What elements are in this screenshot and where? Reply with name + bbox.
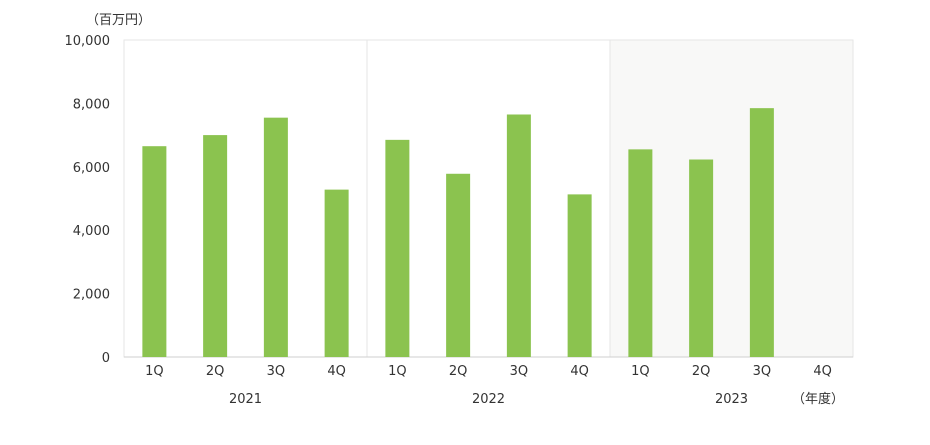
category-label-2021-2Q: 2Q [206, 364, 225, 379]
category-label-2022-2Q: 2Q [449, 364, 468, 379]
y-tick-label: 6,000 [73, 161, 110, 176]
bar-2021-3Q [263, 117, 288, 357]
year-label-2022: 2022 [472, 392, 505, 407]
y-axis-unit-label: （百万円） [86, 13, 151, 28]
bar-2022-4Q [567, 194, 592, 357]
bar-2021-4Q [324, 189, 349, 357]
category-label-2022-3Q: 3Q [510, 364, 529, 379]
bar-2022-2Q [446, 173, 471, 357]
y-tick-label: 2,000 [73, 288, 110, 303]
bar-2023-2Q [689, 159, 714, 357]
chart-bar-layer [142, 108, 774, 358]
category-label-2023-2Q: 2Q [692, 364, 711, 379]
category-label-2022-1Q: 1Q [388, 364, 407, 379]
bar-2023-1Q [628, 149, 653, 357]
year-label-2023: 2023 [715, 392, 748, 407]
category-label-2023-3Q: 3Q [753, 364, 772, 379]
bar-2021-2Q [203, 135, 228, 357]
y-tick-label: 0 [102, 351, 110, 366]
y-tick-label: 10,000 [65, 34, 111, 49]
bar-2023-3Q [749, 108, 774, 357]
category-label-2022-4Q: 4Q [570, 364, 589, 379]
y-tick-label: 8,000 [73, 97, 110, 112]
category-label-2023-1Q: 1Q [631, 364, 650, 379]
chart-label-layer: 0 2,000 4,000 6,000 8,000 10,000 （百万円） 1Q 2Q 3Q 4Q… [65, 13, 845, 407]
category-label-2021-3Q: 3Q [267, 364, 286, 379]
x-axis-unit-label: （年度） [792, 391, 844, 407]
y-tick-label: 4,000 [73, 224, 110, 239]
bar-2022-3Q [506, 114, 531, 358]
category-label-2021-1Q: 1Q [145, 364, 164, 379]
category-label-2023-4Q: 4Q [813, 364, 832, 379]
bar-2022-1Q [385, 139, 410, 357]
year-label-2021: 2021 [229, 392, 262, 407]
chart-axis-layer [123, 39, 854, 358]
category-label-2021-4Q: 4Q [327, 364, 346, 379]
bar-2021-1Q [142, 146, 167, 357]
